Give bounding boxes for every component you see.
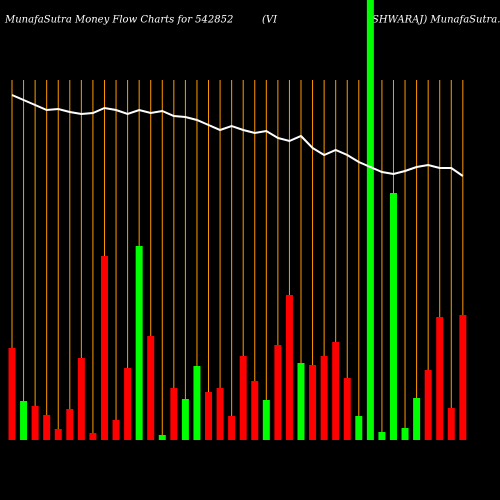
bar — [228, 416, 236, 440]
bar — [205, 392, 213, 440]
bar — [124, 368, 132, 440]
bar — [320, 356, 328, 440]
bar — [89, 433, 97, 440]
bar — [181, 399, 189, 440]
chart-title: SHWARAJ) MunafaSutra.com — [372, 15, 500, 26]
chart-title: MunafaSutra Money Flow Charts for 542852 — [4, 15, 233, 26]
money-flow-line — [11, 94, 464, 177]
bar — [54, 429, 62, 440]
bar — [274, 345, 282, 440]
bar — [135, 246, 143, 440]
bar — [251, 381, 259, 440]
bar — [147, 336, 155, 440]
bar — [401, 428, 409, 440]
bar — [459, 315, 467, 440]
bar — [332, 342, 340, 440]
bar — [31, 406, 39, 440]
chart-title: (VI — [262, 15, 278, 26]
bar — [216, 388, 224, 440]
bar — [112, 420, 120, 440]
bar — [285, 295, 293, 440]
bar — [77, 358, 85, 440]
bar — [43, 415, 51, 440]
bar — [158, 435, 166, 440]
bar — [424, 370, 432, 440]
bar — [355, 416, 363, 440]
bar — [378, 432, 386, 440]
bar — [309, 365, 317, 440]
bar — [239, 356, 247, 440]
bar — [413, 398, 421, 440]
bar — [436, 317, 444, 440]
bar — [447, 408, 455, 440]
bar — [262, 400, 270, 440]
bar — [193, 366, 201, 440]
bar — [66, 409, 74, 440]
bar — [297, 363, 305, 440]
bar — [8, 348, 16, 440]
bar — [366, 0, 374, 440]
bar — [170, 388, 178, 440]
bar — [389, 193, 397, 440]
bar — [20, 401, 28, 440]
bar — [343, 378, 351, 440]
bar — [100, 256, 108, 440]
